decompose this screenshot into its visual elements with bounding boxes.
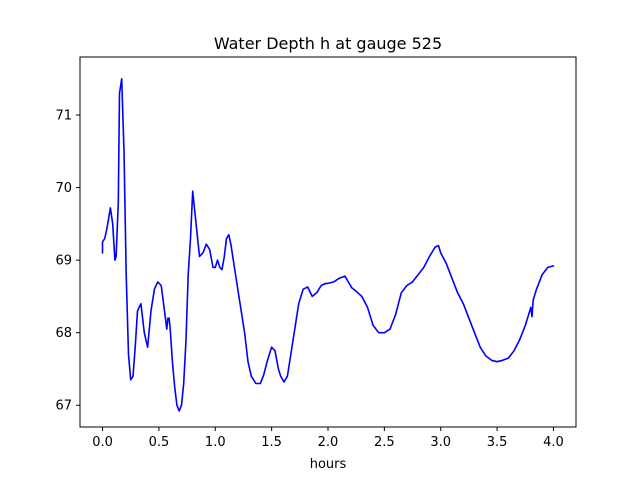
y-tick-label: 71 <box>55 109 72 124</box>
y-axis-ticks: 67 68 69 70 71 <box>55 109 80 414</box>
series-line <box>101 78 555 412</box>
x-tick-label: 2.5 <box>374 435 395 450</box>
x-tick-label: 0.0 <box>92 435 113 450</box>
y-tick-label: 70 <box>55 181 72 196</box>
chart-title: Water Depth h at gauge 525 <box>214 34 442 53</box>
x-axis-ticks: 0.0 0.5 1.0 1.5 2.0 2.5 3.0 3.5 4.0 <box>92 427 564 450</box>
x-tick-label: 2.0 <box>318 435 339 450</box>
x-axis-label: hours <box>310 457 347 472</box>
x-tick-label: 1.0 <box>205 435 226 450</box>
plot-frame <box>79 56 577 428</box>
y-tick-label: 67 <box>55 399 72 414</box>
x-tick-label: 1.5 <box>261 435 282 450</box>
x-tick-label: 3.5 <box>487 435 508 450</box>
x-tick-label: 4.0 <box>543 435 564 450</box>
y-tick-label: 68 <box>55 326 72 341</box>
x-tick-label: 0.5 <box>149 435 170 450</box>
y-tick-label: 69 <box>55 254 72 269</box>
plot-area <box>80 57 576 427</box>
x-tick-label: 3.0 <box>430 435 451 450</box>
series-layer <box>101 78 555 412</box>
